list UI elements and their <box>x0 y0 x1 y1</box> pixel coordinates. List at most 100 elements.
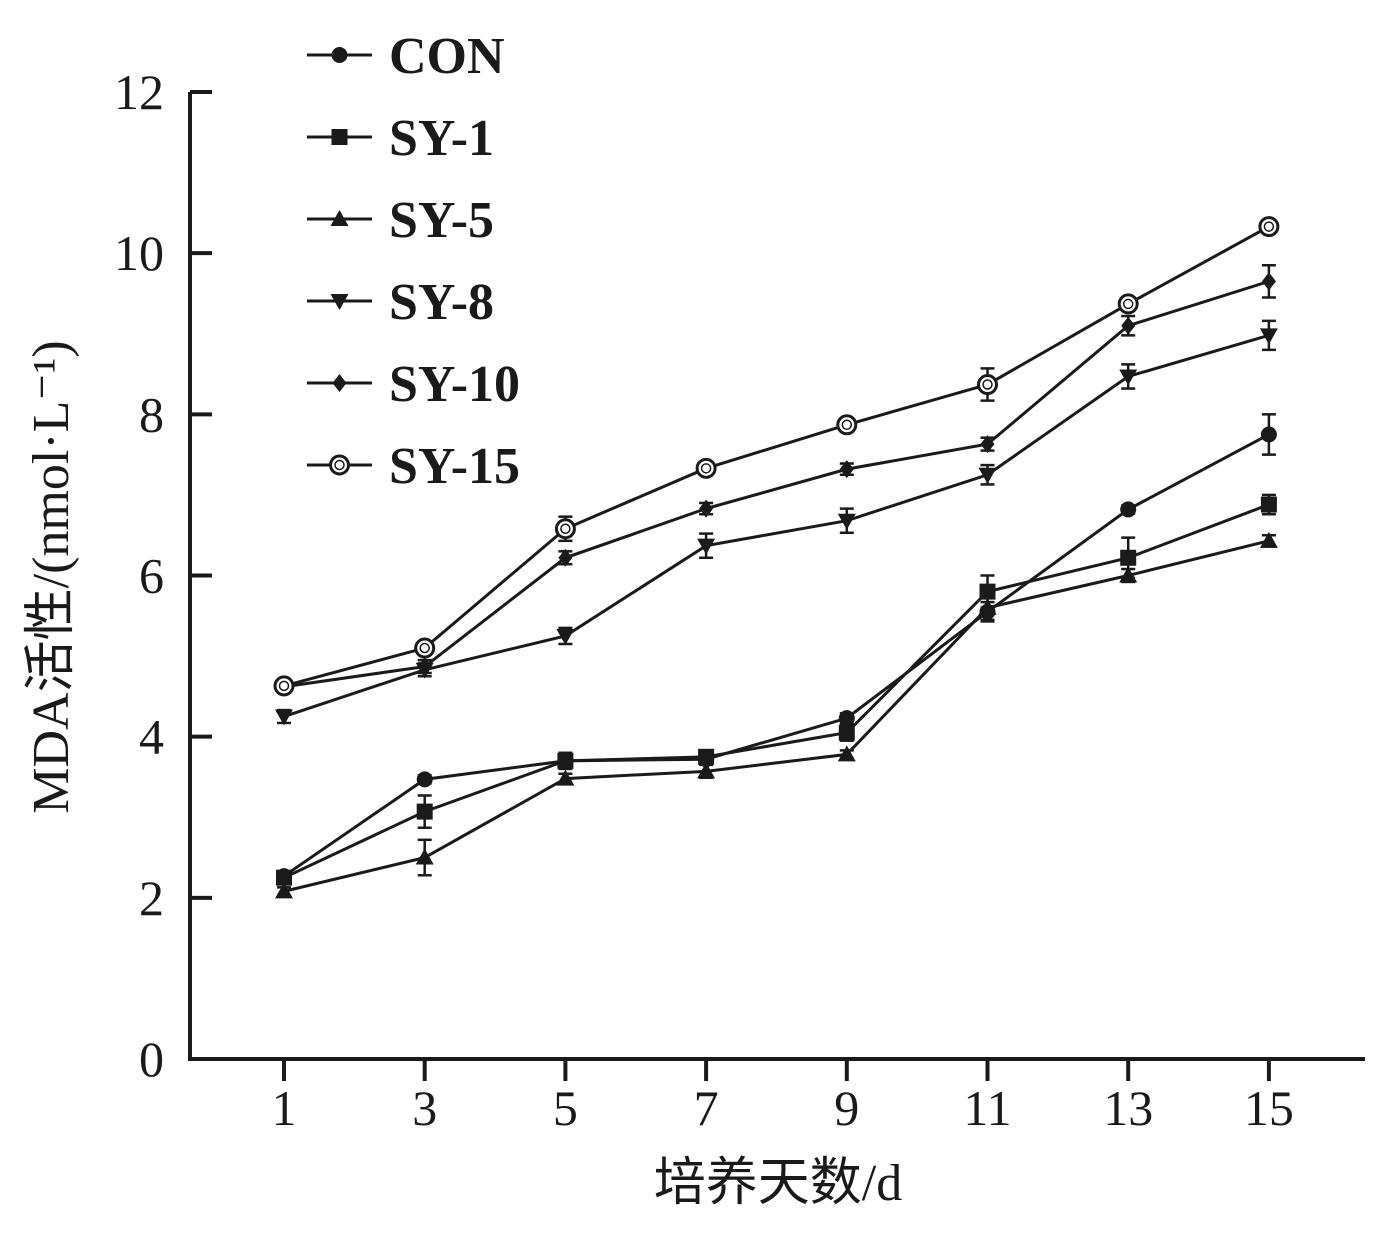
y-axis-title: MDA活性/(nmol·L⁻¹) <box>23 340 80 813</box>
data-point-inner <box>419 642 430 654</box>
legend-marker <box>331 129 348 145</box>
data-point <box>556 769 575 786</box>
data-point-inner <box>700 463 712 474</box>
x-tick-label: 3 <box>412 1080 437 1136</box>
data-point <box>1258 216 1280 238</box>
axes <box>188 92 1365 1061</box>
data-point <box>1260 426 1277 443</box>
legend-label: SY-15 <box>389 438 520 495</box>
legend-item-sy-8: SY-8 <box>307 274 494 331</box>
x-tick-label: 15 <box>1244 1080 1294 1136</box>
series-sy-15 <box>273 216 1280 697</box>
legend-item-sy-5: SY-5 <box>307 192 494 249</box>
legend-label: CON <box>389 28 505 85</box>
series-sy-5 <box>275 531 1278 899</box>
series-sy-1 <box>276 493 1277 886</box>
data-point <box>838 710 855 727</box>
legend-item-sy-10: SY-10 <box>307 356 520 413</box>
x-tick-label: 9 <box>834 1080 859 1136</box>
legend-label: SY-5 <box>389 192 494 249</box>
y-tick-label: 8 <box>139 386 164 442</box>
data-point <box>273 675 295 697</box>
data-point <box>836 414 858 436</box>
legend-label: SY-10 <box>389 356 520 413</box>
data-point <box>1260 496 1277 513</box>
data-point <box>838 724 855 741</box>
series-sy-10 <box>277 264 1276 696</box>
series-line <box>283 433 1270 878</box>
x-axis-title: 培养天数/d <box>654 1155 902 1212</box>
legend-label: SY-8 <box>389 274 494 331</box>
legend-marker <box>330 294 349 310</box>
series-group <box>273 216 1280 899</box>
y-tick-label: 2 <box>139 870 164 926</box>
legend-marker <box>330 210 349 226</box>
data-point <box>1259 328 1278 345</box>
legend-marker <box>331 47 348 63</box>
legend-label: SY-1 <box>389 110 494 167</box>
data-point <box>1117 293 1139 315</box>
data-point <box>1259 531 1278 548</box>
x-tick-label: 1 <box>272 1080 297 1136</box>
legend: CON SY-1 SY-5 SY-8 SY-10 SY-15 <box>307 28 520 495</box>
data-point <box>557 752 574 769</box>
y-tick-label: 6 <box>139 548 164 604</box>
x-tick-label: 5 <box>553 1080 578 1136</box>
series-line <box>283 225 1270 688</box>
y-tick-label: 0 <box>139 1031 164 1087</box>
series-sy-8 <box>275 319 1278 726</box>
data-point <box>275 709 293 726</box>
data-point <box>837 513 856 530</box>
data-point <box>697 538 716 555</box>
series-line <box>283 539 1270 893</box>
data-point <box>980 435 995 454</box>
data-point-inner <box>841 419 853 431</box>
data-point-inner <box>1122 298 1134 310</box>
series-line <box>283 279 1270 689</box>
x-tick-label: 11 <box>963 1080 1011 1136</box>
data-point <box>977 374 998 396</box>
data-point <box>414 637 436 659</box>
data-point-inner <box>278 680 290 692</box>
data-point <box>978 598 997 615</box>
data-point <box>556 628 575 645</box>
data-point <box>416 771 433 788</box>
y-tick-label: 12 <box>114 64 164 120</box>
data-point-inner <box>560 523 571 535</box>
data-point <box>1119 369 1138 386</box>
data-point <box>837 745 856 762</box>
data-point <box>1261 272 1276 291</box>
y-tick-label: 10 <box>114 225 164 281</box>
legend-marker <box>329 454 350 476</box>
legend-item-sy-1: SY-1 <box>307 110 494 167</box>
series-line <box>283 503 1270 880</box>
legend-marker-inner <box>334 459 345 471</box>
data-point <box>417 657 432 676</box>
data-point <box>978 467 997 484</box>
data-point <box>415 848 434 865</box>
data-point <box>699 499 714 518</box>
x-tick-label: 7 <box>694 1080 719 1136</box>
data-point <box>275 882 293 899</box>
series-line <box>283 333 1270 718</box>
data-point <box>558 548 573 567</box>
data-point <box>1121 316 1136 335</box>
data-point-inner <box>982 379 993 390</box>
legend-item-sy-15: SY-15 <box>307 438 520 495</box>
legend-item-con: CON <box>307 28 505 85</box>
data-point <box>554 518 576 540</box>
data-point <box>1119 566 1138 583</box>
data-point <box>1120 501 1137 518</box>
y-tick-label: 4 <box>139 709 164 765</box>
data-point <box>1120 549 1137 566</box>
y-ticks: 0 2 4 6 8 10 12 <box>114 64 212 1087</box>
legend-marker <box>332 374 347 392</box>
x-ticks: 1 3 5 7 9 11 13 15 <box>272 1059 1294 1136</box>
data-point <box>697 762 716 779</box>
data-point-inner <box>1263 221 1275 232</box>
data-point <box>416 803 433 820</box>
data-point <box>839 460 854 479</box>
x-tick-label: 13 <box>1103 1080 1153 1136</box>
data-point <box>695 457 717 479</box>
